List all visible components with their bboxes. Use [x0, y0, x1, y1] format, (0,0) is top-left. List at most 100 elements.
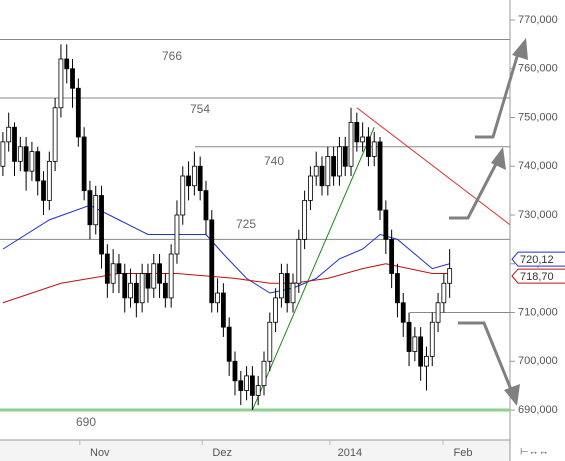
candle-body: [412, 336, 418, 352]
candle-body: [0, 141, 6, 167]
candle-body: [133, 282, 139, 304]
y-tick-label: 730,000: [518, 209, 558, 221]
candle-body: [319, 165, 325, 187]
candle-body: [151, 263, 157, 289]
candle-body: [238, 380, 244, 391]
candle-body: [360, 136, 366, 143]
y-tick-label: 770,000: [518, 14, 558, 26]
candle-body: [180, 175, 186, 216]
candle-body: [35, 151, 41, 182]
candle-body: [302, 199, 308, 240]
candle-body: [244, 375, 249, 391]
level-annotation: 690: [76, 415, 96, 429]
candle-body: [6, 126, 12, 143]
candle-body: [337, 146, 342, 177]
candle-body: [46, 160, 52, 201]
candle-body: [249, 375, 255, 396]
candle-body: [429, 321, 435, 357]
price-box: [511, 251, 565, 267]
candle-body: [278, 273, 284, 299]
candle-body: [273, 297, 278, 323]
candle-body: [41, 180, 46, 201]
candle-body: [99, 195, 104, 255]
candle-body: [197, 165, 203, 192]
level-annotation: 766: [162, 49, 182, 63]
candle-body: [23, 146, 29, 172]
candle-body: [354, 121, 360, 143]
scroll-icons[interactable]: ⊢↔↔: [520, 447, 549, 458]
arrowhead: [491, 147, 506, 170]
arrow-up-1: [475, 49, 521, 139]
arrowhead: [512, 38, 528, 60]
candle-body: [52, 107, 58, 162]
candle-body: [12, 126, 17, 162]
y-tick-label: 700,000: [518, 355, 558, 367]
y-tick-label: 760,000: [518, 63, 558, 75]
candle-body: [220, 292, 226, 328]
candle-body: [435, 302, 441, 323]
candle-body: [232, 360, 238, 382]
candle-body: [168, 253, 174, 299]
candle-body: [203, 190, 209, 221]
candle-body: [70, 68, 75, 89]
candle-body: [377, 141, 383, 211]
candle-body: [389, 238, 395, 274]
level-annotation: 725: [236, 217, 256, 231]
candle-body: [81, 136, 87, 192]
x-tick-label: Feb: [454, 447, 473, 459]
candle-body: [371, 141, 377, 157]
trend-line: [356, 107, 511, 226]
price-label: 718,70: [520, 271, 554, 283]
y-tick-label: 690,000: [518, 404, 558, 416]
candle-body: [215, 292, 220, 304]
candle-body: [93, 195, 99, 226]
price-box: [511, 268, 565, 284]
candle-body: [87, 190, 93, 226]
x-tick-label: Nov: [90, 447, 110, 459]
candle-body: [395, 273, 400, 304]
candle-body: [406, 321, 412, 352]
candle-body: [331, 156, 337, 177]
x-tick-label: 2014: [338, 447, 362, 459]
candle-body: [267, 321, 273, 362]
candle-body: [308, 175, 313, 201]
candle-body: [366, 136, 371, 157]
candle-body: [29, 151, 35, 172]
candle-body: [64, 58, 70, 70]
candle-body: [447, 268, 453, 284]
candle-body: [261, 360, 267, 387]
candle-body: [255, 385, 261, 396]
y-tick-label: 710,000: [518, 306, 558, 318]
candle-body: [104, 253, 110, 284]
candle-body: [400, 302, 406, 323]
candle-body: [75, 87, 81, 138]
candle-body: [186, 175, 191, 187]
arrowhead: [504, 384, 520, 406]
candle-body: [110, 263, 116, 284]
candle-body: [174, 214, 180, 255]
arrow-down: [458, 321, 514, 393]
candle-body: [441, 282, 447, 304]
candle-body: [157, 263, 162, 284]
arrows: [449, 38, 528, 406]
candle-body: [191, 165, 197, 187]
candle-body: [58, 58, 64, 109]
x-axis-band: [0, 440, 510, 461]
candle-body: [116, 263, 122, 274]
candle-body: [342, 146, 348, 167]
level-annotation: 754: [190, 102, 210, 116]
candle-body: [284, 273, 290, 304]
y-tick-label: 740,000: [518, 160, 558, 172]
price-label: 720,12: [520, 254, 554, 266]
candle-body: [122, 273, 128, 299]
y-tick-label: 750,000: [518, 111, 558, 123]
x-tick-label: Dez: [212, 447, 232, 459]
moving-average: [2, 204, 450, 294]
candle-body: [296, 238, 302, 284]
candle-body: [145, 273, 151, 289]
arrow-up-2: [449, 159, 500, 220]
candle-body: [313, 165, 319, 177]
candle-body: [383, 209, 389, 240]
